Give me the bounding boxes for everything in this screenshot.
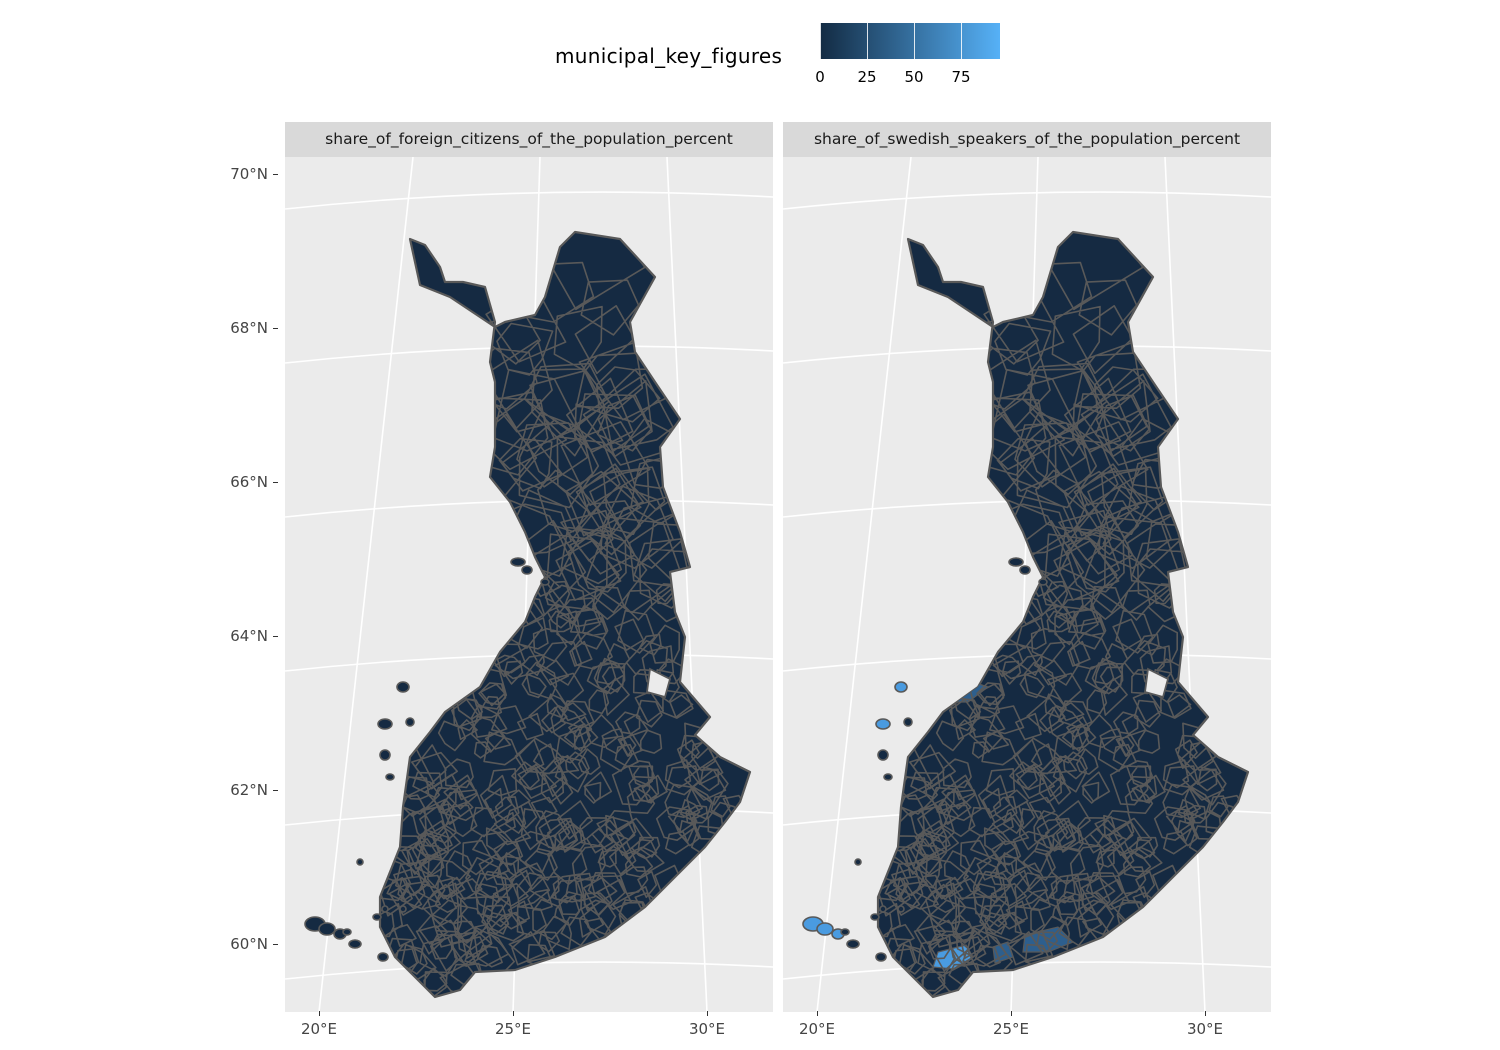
municipality-border-path (878, 232, 1247, 997)
island (396, 681, 410, 693)
island (894, 681, 908, 693)
island (903, 717, 913, 727)
y-tick-label: 68°N (230, 319, 268, 337)
island (897, 905, 905, 913)
x-tick-label: 30°E (1186, 1020, 1224, 1038)
facet-strip: share_of_foreign_citizens_of_the_populat… (285, 122, 773, 157)
colorbar-label: 0 (815, 68, 825, 86)
island (521, 565, 533, 575)
y-tick-label: 62°N (230, 781, 268, 799)
x-tick (1011, 1011, 1012, 1016)
y-tick-label: 64°N (230, 627, 268, 645)
island (1008, 557, 1024, 567)
island (875, 952, 887, 962)
map-plot (783, 157, 1271, 1012)
island (399, 905, 407, 913)
islands (304, 557, 550, 962)
x-tick (817, 1011, 818, 1016)
x-tick-label: 20°E (300, 1020, 338, 1038)
municipality-borders (878, 232, 1247, 997)
y-axis: 70°N 68°N 66°N 64°N 62°N 60°N (200, 0, 278, 1050)
island (870, 913, 880, 921)
island (840, 928, 850, 936)
map-panel-swedish-speakers: share_of_swedish_speakers_of_the_populat… (783, 122, 1271, 1012)
x-tick-label: 25°E (992, 1020, 1030, 1038)
lake-hole (1144, 667, 1170, 699)
colorbar-tick (867, 23, 868, 59)
longitude-line (318, 157, 414, 1012)
municipality-border-path (380, 232, 749, 997)
legend-title: municipal_key_figures (555, 44, 783, 68)
island (854, 858, 862, 866)
municipality-borders (380, 232, 749, 997)
y-tick (273, 328, 278, 329)
longitude-line (666, 157, 708, 1012)
island (816, 922, 834, 936)
island (883, 773, 893, 781)
colorbar-label: 75 (951, 68, 971, 86)
island (379, 749, 391, 761)
island (348, 939, 362, 949)
island (372, 913, 382, 921)
island (1038, 578, 1048, 586)
x-tick-label: 25°E (494, 1020, 532, 1038)
island (356, 858, 364, 866)
island (377, 952, 389, 962)
y-tick (273, 944, 278, 945)
colorbar-tick (914, 23, 915, 59)
island (377, 718, 393, 730)
y-tick (273, 636, 278, 637)
islands (802, 557, 1048, 962)
island (879, 905, 887, 913)
y-tick-label: 70°N (230, 165, 268, 183)
lake-hole (646, 667, 672, 699)
x-tick-label: 20°E (798, 1020, 836, 1038)
island (846, 939, 860, 949)
latitude-line (285, 191, 773, 210)
island (540, 578, 550, 586)
x-tick (1205, 1011, 1206, 1016)
map-panel-foreign-citizens: share_of_foreign_citizens_of_the_populat… (285, 122, 773, 1012)
x-tick-label: 30°E (688, 1020, 726, 1038)
facet-strip: share_of_swedish_speakers_of_the_populat… (783, 122, 1271, 157)
colorbar-label: 25 (857, 68, 877, 86)
island (510, 557, 526, 567)
map-plot (285, 157, 773, 1012)
longitude-line (1164, 157, 1206, 1012)
colorbar-tick (820, 23, 821, 59)
y-tick (273, 790, 278, 791)
colorbar-label: 50 (904, 68, 924, 86)
colorbar-tick (961, 23, 962, 59)
island (385, 773, 395, 781)
y-tick (273, 174, 278, 175)
island (875, 718, 891, 730)
island (381, 905, 389, 913)
island (877, 749, 889, 761)
island (318, 922, 336, 936)
y-tick (273, 482, 278, 483)
y-tick-label: 60°N (230, 935, 268, 953)
latitude-line (783, 191, 1271, 210)
x-tick (513, 1011, 514, 1016)
island (405, 717, 415, 727)
colorbar (820, 23, 1000, 59)
island (342, 928, 352, 936)
y-tick-label: 66°N (230, 473, 268, 491)
island (1019, 565, 1031, 575)
x-tick (707, 1011, 708, 1016)
color-legend: municipal_key_figures 0 25 50 75 (555, 18, 1015, 90)
longitude-line (816, 157, 912, 1012)
x-tick (319, 1011, 320, 1016)
